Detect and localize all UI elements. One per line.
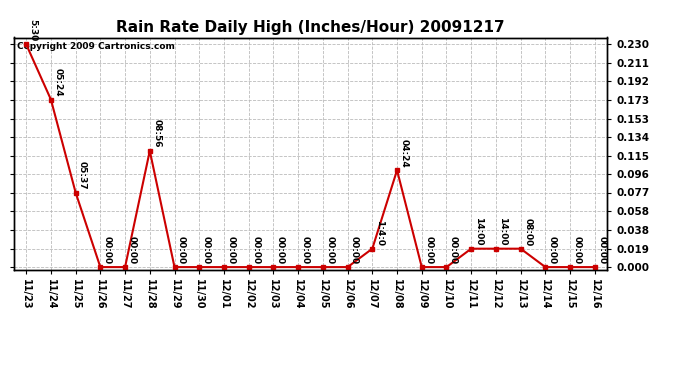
Text: Copyright 2009 Cartronics.com: Copyright 2009 Cartronics.com [17,42,175,51]
Text: 00:00: 00:00 [201,236,210,264]
Text: 00:00: 00:00 [326,236,335,264]
Text: 00:00: 00:00 [573,236,582,264]
Text: 00:00: 00:00 [449,236,458,264]
Text: 1:4:0: 1:4:0 [375,220,384,246]
Text: 14:00: 14:00 [474,217,483,246]
Text: 5:30: 5:30 [29,19,38,41]
Text: 00:00: 00:00 [103,236,112,264]
Text: 00:00: 00:00 [276,236,285,264]
Text: 08:00: 08:00 [523,217,532,246]
Text: 00:00: 00:00 [548,236,557,264]
Text: 00:00: 00:00 [598,236,607,264]
Text: 05:24: 05:24 [53,68,62,97]
Text: 14:00: 14:00 [498,217,507,246]
Text: 00:00: 00:00 [301,236,310,264]
Title: Rain Rate Daily High (Inches/Hour) 20091217: Rain Rate Daily High (Inches/Hour) 20091… [116,20,505,35]
Text: 08:56: 08:56 [152,119,161,148]
Text: 00:00: 00:00 [226,236,235,264]
Text: 00:00: 00:00 [251,236,260,264]
Text: 00:00: 00:00 [424,236,433,264]
Text: 00:00: 00:00 [350,236,359,264]
Text: 05:37: 05:37 [78,161,87,190]
Text: 04:24: 04:24 [400,138,408,167]
Text: 00:00: 00:00 [177,236,186,264]
Text: 00:00: 00:00 [128,236,137,264]
